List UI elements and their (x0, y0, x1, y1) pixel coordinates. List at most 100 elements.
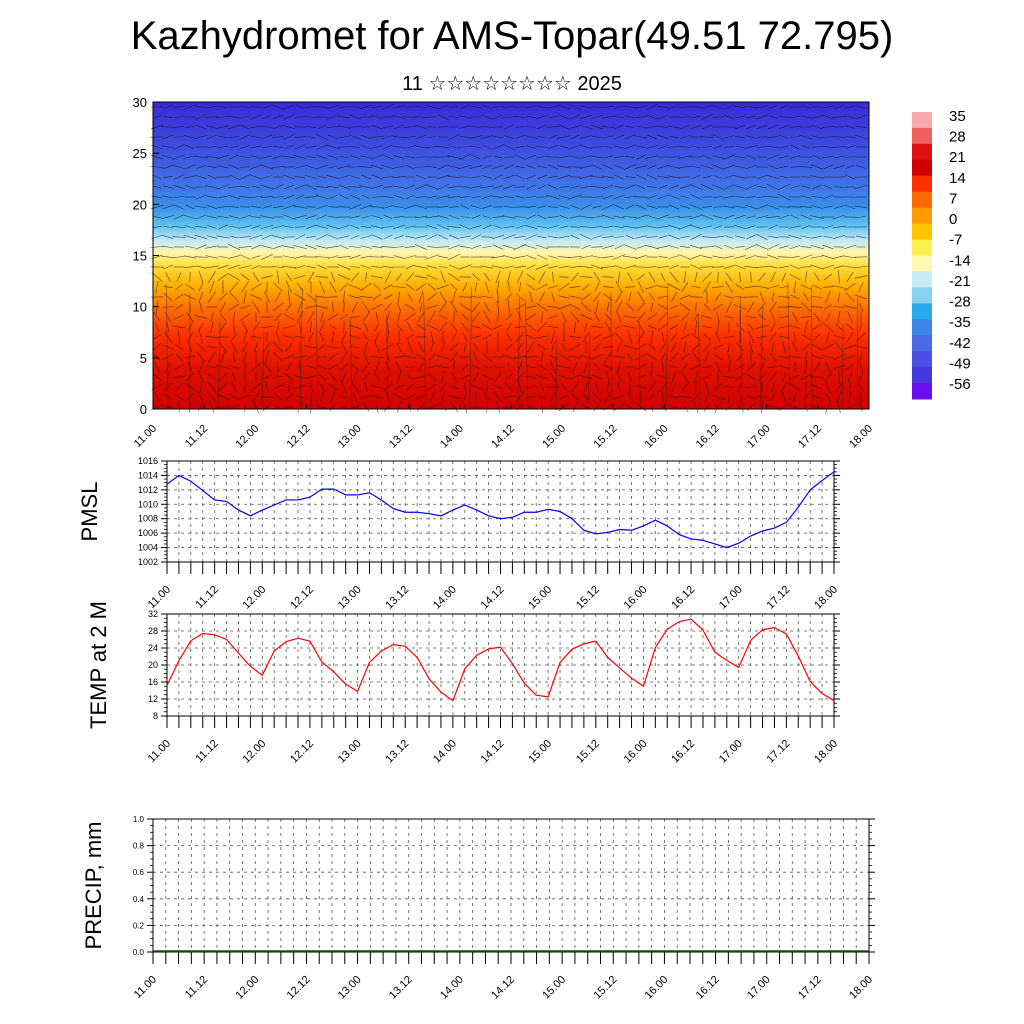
wind-vector (162, 354, 174, 360)
wind-vector (514, 326, 526, 328)
wind-vector (848, 391, 852, 403)
wind-vector (594, 282, 600, 292)
wind-vector (262, 205, 272, 209)
wind-vector (617, 381, 621, 393)
wind-streaks (165, 282, 859, 410)
wind-vector (844, 136, 856, 138)
wind-vector (294, 116, 306, 118)
wind-vector (219, 312, 227, 322)
wind-vector (360, 245, 372, 249)
wind-vector (327, 234, 339, 240)
wind-vector (272, 245, 284, 249)
x-tick-label: 13.00 (336, 738, 364, 766)
wind-vector (350, 355, 360, 359)
wind-vector (206, 235, 218, 239)
wind-vector (174, 303, 184, 311)
wind-vector (403, 254, 417, 260)
wind-vector (317, 124, 327, 130)
wind-vector (716, 320, 720, 334)
wind-vector (584, 381, 588, 393)
wind-vector (615, 301, 623, 313)
wind-vector (348, 284, 362, 290)
wind-vector (326, 175, 340, 179)
wind-vector (559, 145, 569, 149)
wind-vector (362, 372, 370, 382)
wind-vector (669, 135, 679, 139)
wind-vector (261, 234, 273, 240)
wind-vector (679, 146, 691, 148)
wind-vector (833, 104, 845, 110)
wind-vector (516, 293, 524, 301)
wind-vector (244, 402, 246, 412)
wind-vector (152, 334, 162, 340)
wind-vector (227, 185, 241, 189)
wind-vector (328, 195, 338, 199)
wind-vector (825, 290, 831, 304)
wind-vector (605, 370, 611, 384)
x-tick-label: 17.00 (745, 423, 773, 451)
wind-vector (218, 224, 228, 230)
wind-vector (359, 296, 373, 298)
x-tick-label: 15.12 (591, 974, 619, 1002)
wind-vector (482, 205, 492, 209)
wind-vector (747, 331, 755, 343)
wind-vector (623, 225, 637, 229)
wind-vector (756, 256, 768, 258)
wind-vector (405, 264, 415, 270)
wind-vector (801, 185, 811, 189)
wind-vector (428, 353, 436, 361)
wind-vector (733, 105, 747, 109)
wind-vector (239, 134, 251, 140)
wind-vector (657, 175, 669, 179)
wind-vector (858, 360, 864, 374)
wind-vector (194, 256, 208, 258)
wind-vector (330, 390, 336, 404)
wind-vector (308, 381, 314, 393)
wind-vector (667, 175, 681, 179)
wind-vector (614, 332, 624, 342)
wind-vector (459, 235, 471, 239)
wind-vector (779, 134, 789, 140)
wind-vector (757, 395, 767, 399)
wind-vector (298, 320, 302, 334)
wind-vector (854, 294, 868, 300)
wind-vector (613, 116, 625, 118)
wind-vector (634, 105, 648, 109)
wind-vector (162, 195, 174, 199)
wind-vector (161, 255, 175, 259)
wind-vector (525, 245, 537, 249)
wind-vector (326, 144, 340, 150)
wind-vector (612, 394, 626, 400)
wind-vector (469, 145, 483, 149)
wind-vector (678, 395, 692, 399)
wind-vector (526, 165, 536, 169)
wind-vector (569, 285, 581, 289)
wind-vector (843, 255, 857, 259)
wind-vector (320, 311, 324, 323)
wind-vector (206, 345, 218, 349)
x-tick-label: 13.12 (383, 738, 411, 766)
wind-vector (319, 280, 325, 294)
wind-vector (317, 175, 327, 179)
wind-streak (524, 299, 529, 410)
wind-vector (745, 196, 757, 198)
wind-vector (229, 393, 239, 401)
wind-vector (349, 405, 361, 409)
wind-vector (810, 376, 824, 378)
wind-vector (680, 205, 690, 209)
wind-vector (573, 321, 577, 333)
wind-vector (406, 374, 414, 380)
wind-vector (251, 391, 261, 403)
wind-vector (384, 270, 392, 284)
wind-vector (590, 215, 604, 219)
wind-vector (738, 390, 742, 404)
wind-vector (382, 154, 394, 160)
wind-vector (351, 363, 359, 371)
wind-vector (294, 176, 306, 178)
wind-vector (173, 106, 185, 108)
wind-vector (558, 256, 570, 258)
wind-vector (701, 236, 713, 238)
wind-vector (515, 174, 525, 180)
wind-vector (536, 254, 548, 260)
x-tick-label: 18.00 (812, 584, 840, 612)
